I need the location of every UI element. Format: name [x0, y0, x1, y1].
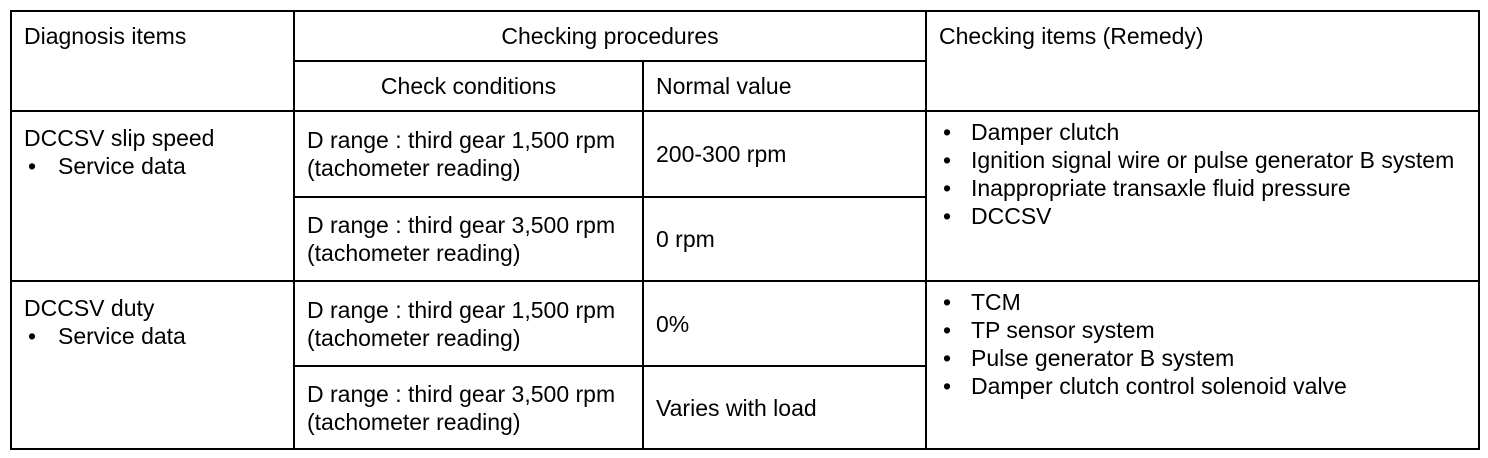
normal-cell: 0 rpm — [642, 196, 927, 282]
diagnosis-item: DCCSV slip speed — [24, 125, 215, 151]
remedy-item: Damper clutch control solenoid valve — [939, 372, 1466, 400]
diagnosis-sub: Service data — [24, 152, 281, 180]
data-row: D range : third gear 3,500 rpm (tachomet… — [11, 365, 1479, 450]
header-text: Checking procedures — [501, 23, 719, 49]
remedy-list: Damper clutchIgnition signal wire or pul… — [939, 118, 1466, 230]
header-cell: Diagnosis items — [10, 10, 295, 112]
condition-cell: D range : third gear 1,500 rpm (tachomet… — [293, 280, 644, 367]
remedy-item: DCCSV — [939, 202, 1466, 230]
remedy-item: Inappropriate transaxle fluid pressure — [939, 174, 1466, 202]
condition-text: D range : third gear 3,500 rpm (tachomet… — [307, 212, 616, 266]
header-text: Diagnosis items — [24, 23, 187, 49]
normal-cell: 0% — [642, 280, 927, 367]
diagnosis-cell: DCCSV dutyService data — [10, 280, 295, 450]
header-text: Normal value — [656, 73, 792, 99]
diagnosis-cell: DCCSV slip speedService data — [10, 110, 295, 282]
header-text: Check conditions — [380, 73, 557, 99]
normal-text: 0 rpm — [656, 226, 715, 252]
header-row: Check conditions Normal value — [11, 60, 1479, 112]
condition-text: D range : third gear 1,500 rpm (tachomet… — [307, 296, 616, 351]
remedy-cell: Damper clutchIgnition signal wire or pul… — [925, 110, 1480, 282]
normal-text: Varies with load — [656, 394, 817, 421]
header-cell: Checking items (Remedy) — [925, 10, 1480, 112]
normal-cell: Varies with load — [642, 365, 927, 450]
remedy-cell: TCMTP sensor systemPulse generator B sys… — [925, 280, 1480, 450]
remedy-item: TCM — [939, 288, 1466, 316]
condition-text: D range : third gear 1,500 rpm (tachomet… — [307, 127, 616, 181]
condition-cell: D range : third gear 3,500 rpm (tachomet… — [293, 365, 644, 450]
remedy-list: TCMTP sensor systemPulse generator B sys… — [939, 288, 1466, 400]
diagnosis-sub: Service data — [24, 322, 281, 350]
diagnosis-table: Diagnosis items Checking procedures Chec… — [10, 10, 1480, 450]
normal-cell: 200-300 rpm — [642, 110, 927, 198]
remedy-item: Damper clutch — [939, 118, 1466, 146]
diagnosis-item: DCCSV duty — [24, 295, 155, 321]
header-cell: Check conditions — [293, 60, 644, 112]
remedy-item: Pulse generator B system — [939, 344, 1466, 372]
condition-cell: D range : third gear 1,500 rpm (tachomet… — [293, 110, 644, 198]
header-row: Diagnosis items Checking procedures Chec… — [10, 10, 1480, 112]
header-text: Checking items (Remedy) — [939, 23, 1204, 49]
header-cell: Checking procedures — [293, 10, 927, 62]
condition-text: D range : third gear 3,500 rpm (tachomet… — [307, 380, 616, 435]
header-cell: Normal value — [642, 60, 927, 112]
condition-cell: D range : third gear 3,500 rpm (tachomet… — [293, 196, 644, 282]
remedy-item: TP sensor system — [939, 316, 1466, 344]
normal-text: 200-300 rpm — [656, 141, 787, 167]
data-row: D range : third gear 3,500 rpm (tachomet… — [11, 196, 1479, 282]
remedy-item: Ignition signal wire or pulse generator … — [939, 146, 1466, 174]
normal-text: 0% — [656, 310, 690, 337]
